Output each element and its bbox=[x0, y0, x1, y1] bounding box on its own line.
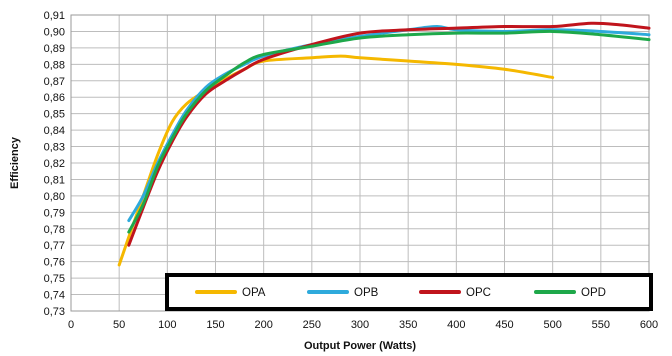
y-tick-label: 0,90 bbox=[44, 26, 65, 38]
legend: OPA OPB OPC OPD bbox=[165, 273, 653, 311]
x-tick-label: 200 bbox=[254, 319, 272, 331]
legend-box bbox=[165, 273, 653, 311]
x-tick-label: 550 bbox=[592, 319, 610, 331]
x-tick-label: 300 bbox=[351, 319, 369, 331]
x-tick-label: 350 bbox=[399, 319, 417, 331]
x-tick-label: 150 bbox=[206, 319, 224, 331]
x-tick-label: 100 bbox=[158, 319, 176, 331]
y-tick-label: 0,78 bbox=[44, 224, 65, 236]
x-tick-label: 450 bbox=[495, 319, 513, 331]
legend-label-opb: OPB bbox=[354, 287, 379, 299]
x-axis-ticks: 0 50 100 150 200 250 300 350 400 450 500 550 600 bbox=[68, 319, 658, 331]
y-tick-label: 0,85 bbox=[44, 109, 65, 121]
y-tick-label: 0,81 bbox=[44, 174, 65, 186]
y-tick-label: 0,84 bbox=[44, 125, 65, 137]
x-tick-label: 500 bbox=[543, 319, 561, 331]
x-tick-label: 400 bbox=[447, 319, 465, 331]
series-lines bbox=[117, 21, 651, 267]
x-axis-label: Output Power (Watts) bbox=[304, 340, 416, 352]
y-tick-label: 0,82 bbox=[44, 158, 65, 170]
y-tick-label: 0,91 bbox=[44, 10, 65, 22]
series-line-opd bbox=[127, 29, 651, 234]
y-tick-label: 0,76 bbox=[44, 257, 65, 269]
y-axis-label: Efficiency bbox=[9, 136, 21, 189]
y-axis-ticks: 0,73 0,74 0,75 0,76 0,77 0,78 0,79 0,80 0,81 0,82… bbox=[44, 10, 65, 318]
x-tick-label: 600 bbox=[640, 319, 658, 331]
y-tick-label: 0,87 bbox=[44, 76, 65, 88]
y-tick-label: 0,83 bbox=[44, 142, 65, 154]
x-tick-label: 0 bbox=[68, 319, 74, 331]
y-tick-label: 0,74 bbox=[44, 290, 65, 302]
y-tick-label: 0,86 bbox=[44, 92, 65, 104]
x-tick-label: 50 bbox=[113, 319, 125, 331]
legend-label-opd: OPD bbox=[581, 287, 606, 299]
series-line-opc bbox=[127, 21, 651, 247]
y-tick-label: 0,77 bbox=[44, 240, 65, 252]
y-tick-label: 0,89 bbox=[44, 43, 65, 55]
y-tick-label: 0,73 bbox=[44, 306, 65, 318]
legend-label-opa: OPA bbox=[242, 287, 266, 299]
y-tick-label: 0,80 bbox=[44, 191, 65, 203]
legend-label-opc: OPC bbox=[466, 287, 491, 299]
y-tick-label: 0,79 bbox=[44, 207, 65, 219]
y-tick-label: 0,75 bbox=[44, 273, 65, 285]
y-tick-label: 0,88 bbox=[44, 59, 65, 71]
x-tick-label: 250 bbox=[303, 319, 321, 331]
